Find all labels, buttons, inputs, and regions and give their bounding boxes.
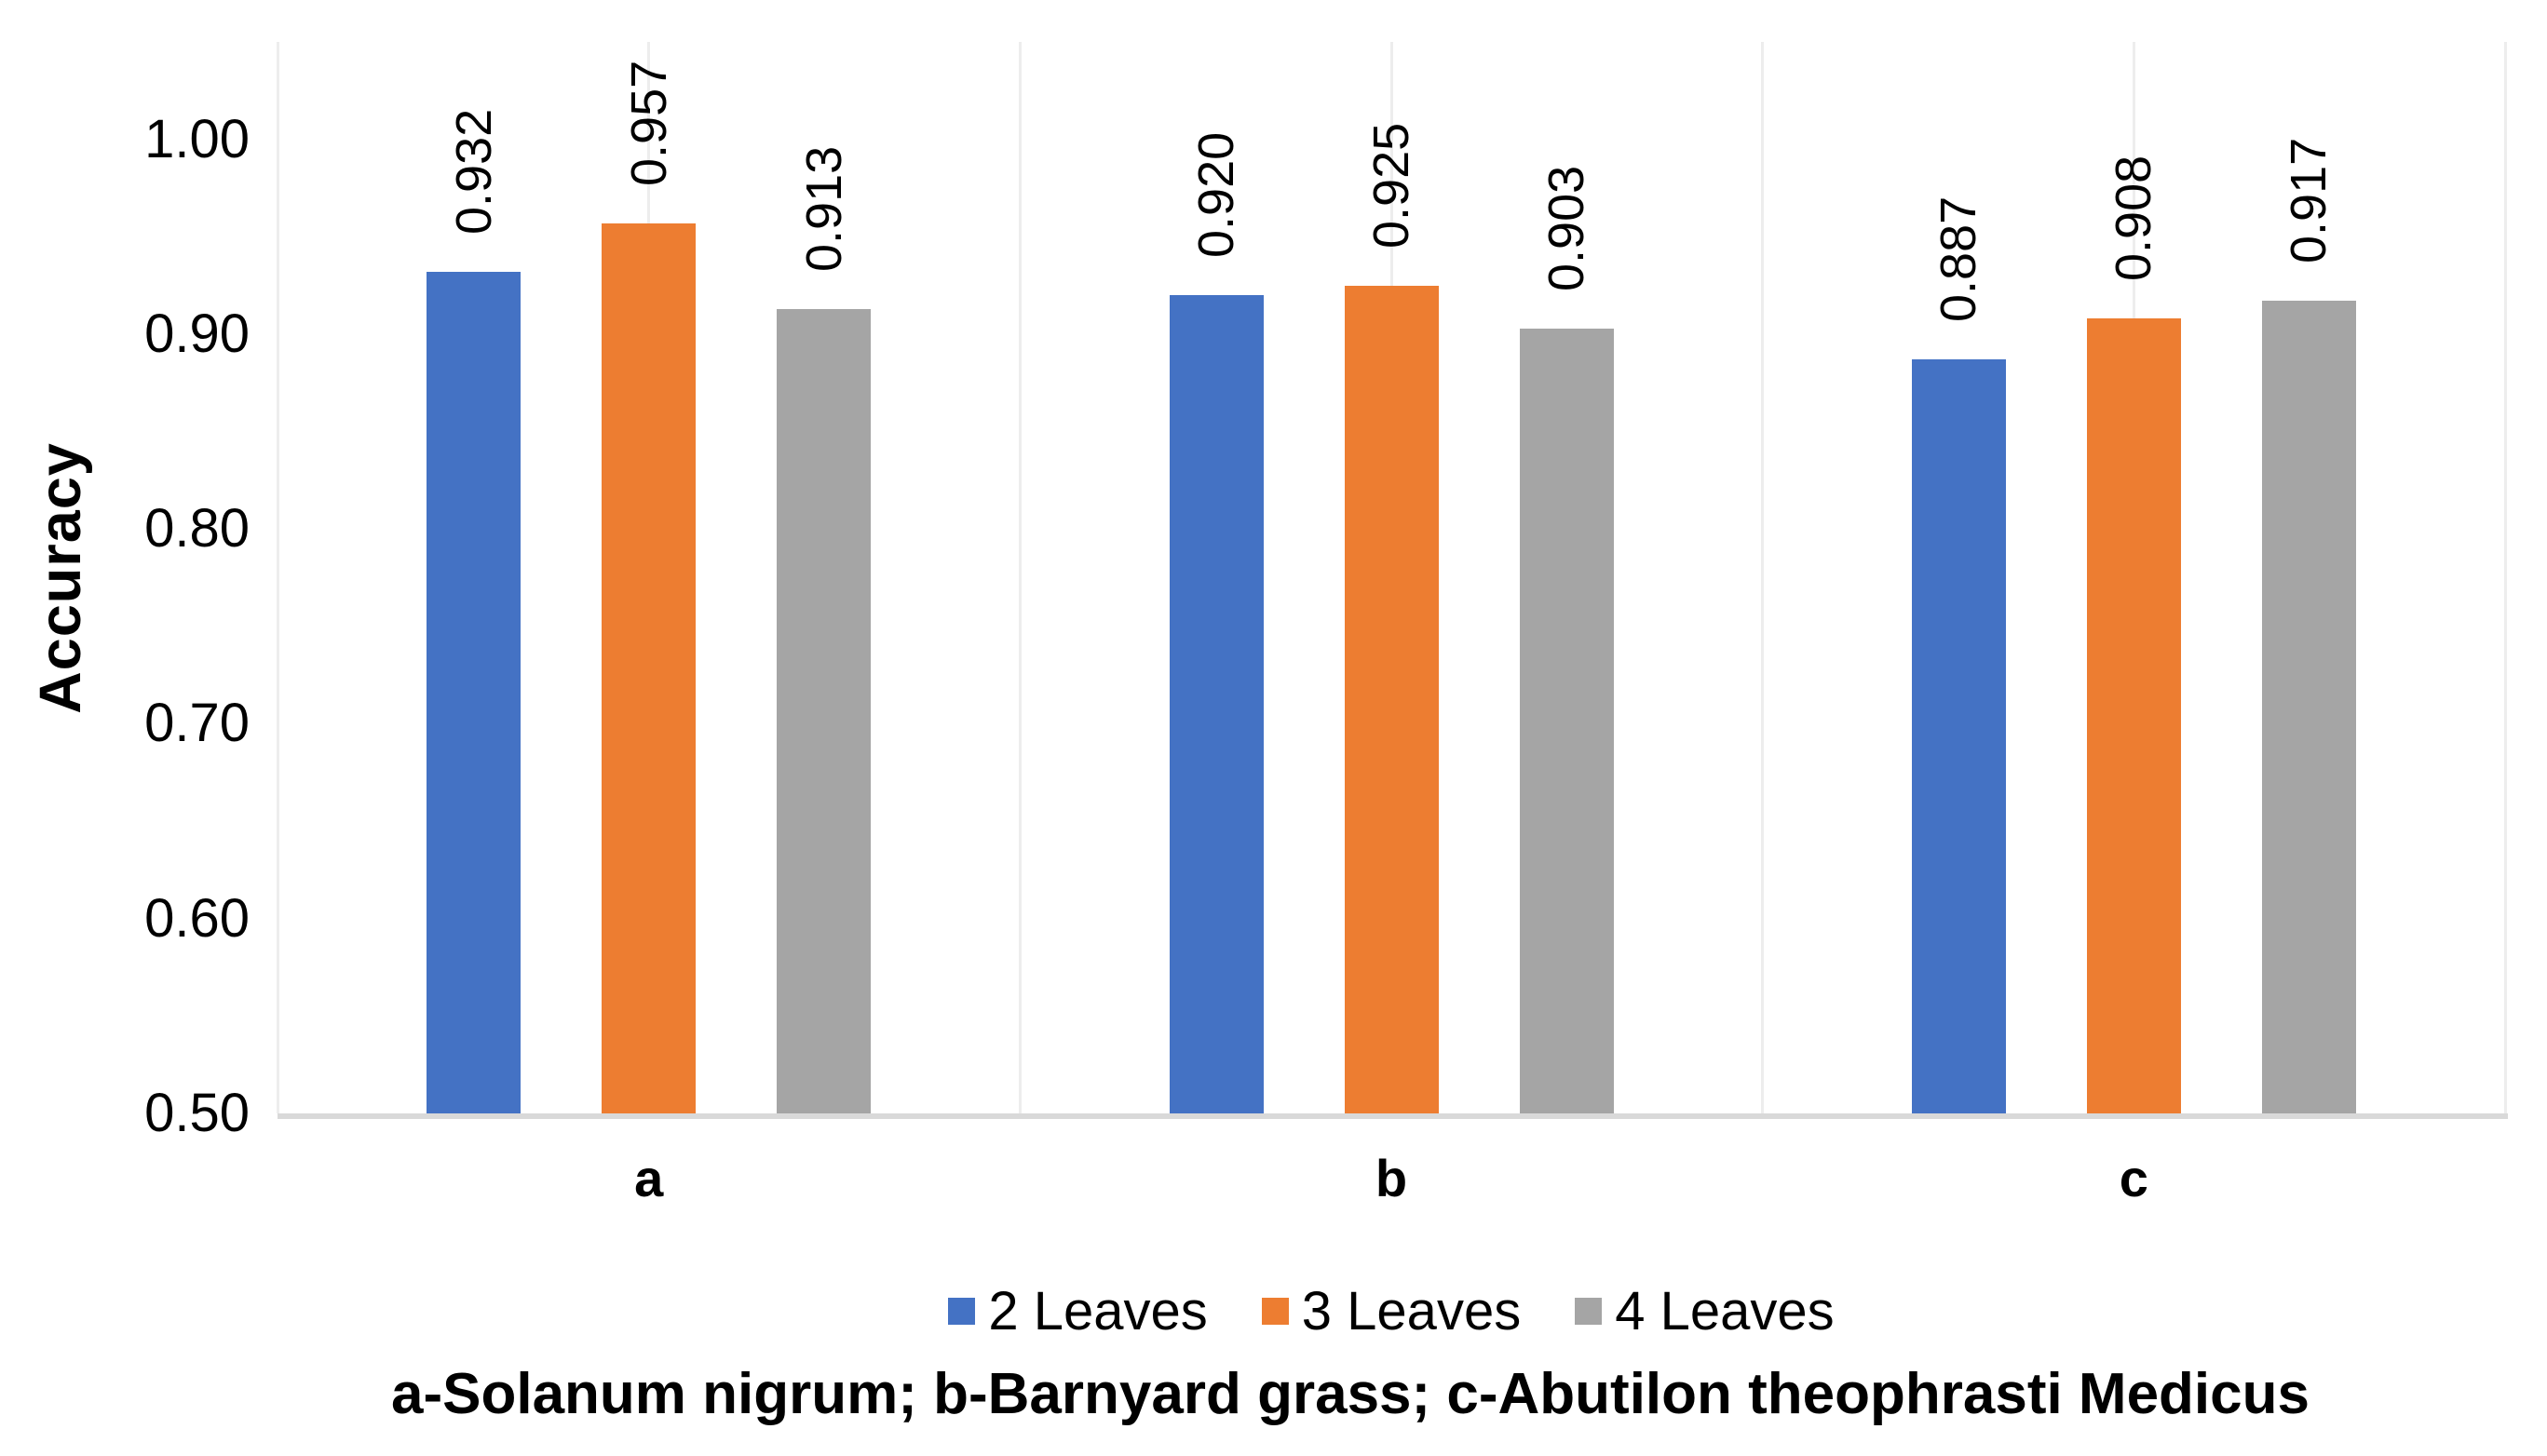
legend-swatch xyxy=(948,1297,976,1325)
bar-2-leaves-a xyxy=(427,271,522,1113)
legend-label: 4 Leaves xyxy=(1615,1280,1835,1341)
bar-value-label: 0.932 xyxy=(445,108,502,235)
legend-swatch xyxy=(1575,1297,1603,1325)
legend: 2 Leaves 3 Leaves 4 Leaves xyxy=(278,1277,2505,1344)
legend-label: 2 Leaves xyxy=(988,1280,1208,1341)
vertical-gridline xyxy=(276,42,279,1113)
y-axis-tick-label: 0.90 xyxy=(144,303,250,364)
bar-3-leaves-c xyxy=(2086,318,2181,1113)
y-axis-tick-label: 0.60 xyxy=(144,887,250,949)
category-label-b: b xyxy=(1375,1149,1408,1207)
category-label-c: c xyxy=(2119,1149,2148,1207)
legend-item-3-leaves: 3 Leaves xyxy=(1261,1280,1522,1342)
y-axis-tick-label: 0.70 xyxy=(144,693,250,754)
legend-item-2-leaves: 2 Leaves xyxy=(948,1280,1208,1342)
bar-value-label: 0.908 xyxy=(2106,155,2162,282)
bar-value-label: 0.957 xyxy=(620,60,677,186)
bar-4-leaves-a xyxy=(777,308,872,1113)
bar-value-label: 0.887 xyxy=(1931,195,1987,323)
bar-value-label: 0.925 xyxy=(1363,122,1419,249)
category-label-a: a xyxy=(634,1149,664,1207)
bar-value-label: 0.917 xyxy=(2281,138,2337,264)
y-axis-tick-label: 1.00 xyxy=(144,108,250,169)
bar-2-leaves-c xyxy=(1911,359,2006,1113)
bar-value-label: 0.913 xyxy=(795,145,852,272)
bar-4-leaves-b xyxy=(1519,328,1614,1113)
legend-swatch xyxy=(1261,1297,1289,1325)
x-axis-line xyxy=(278,1113,2508,1119)
legend-label: 3 Leaves xyxy=(1301,1280,1522,1341)
vertical-gridline xyxy=(2503,42,2507,1113)
bar-2-leaves-b xyxy=(1169,295,1264,1113)
bar-4-leaves-c xyxy=(2261,301,2356,1113)
bar-value-label: 0.920 xyxy=(1188,131,1244,259)
bar-3-leaves-a xyxy=(602,222,697,1113)
vertical-gridline xyxy=(1761,42,1765,1113)
bar-value-label: 0.903 xyxy=(1538,165,1594,291)
bar-3-leaves-b xyxy=(1344,285,1439,1113)
y-axis-tick-label: 0.50 xyxy=(144,1083,250,1143)
y-axis-tick-label: 0.80 xyxy=(144,498,250,559)
figure-caption: a-Solanum nigrum; b-Barnyard grass; c-Ab… xyxy=(391,1362,2310,1426)
legend-item-4-leaves: 4 Leaves xyxy=(1575,1280,1835,1342)
vertical-gridline xyxy=(1018,42,1022,1113)
